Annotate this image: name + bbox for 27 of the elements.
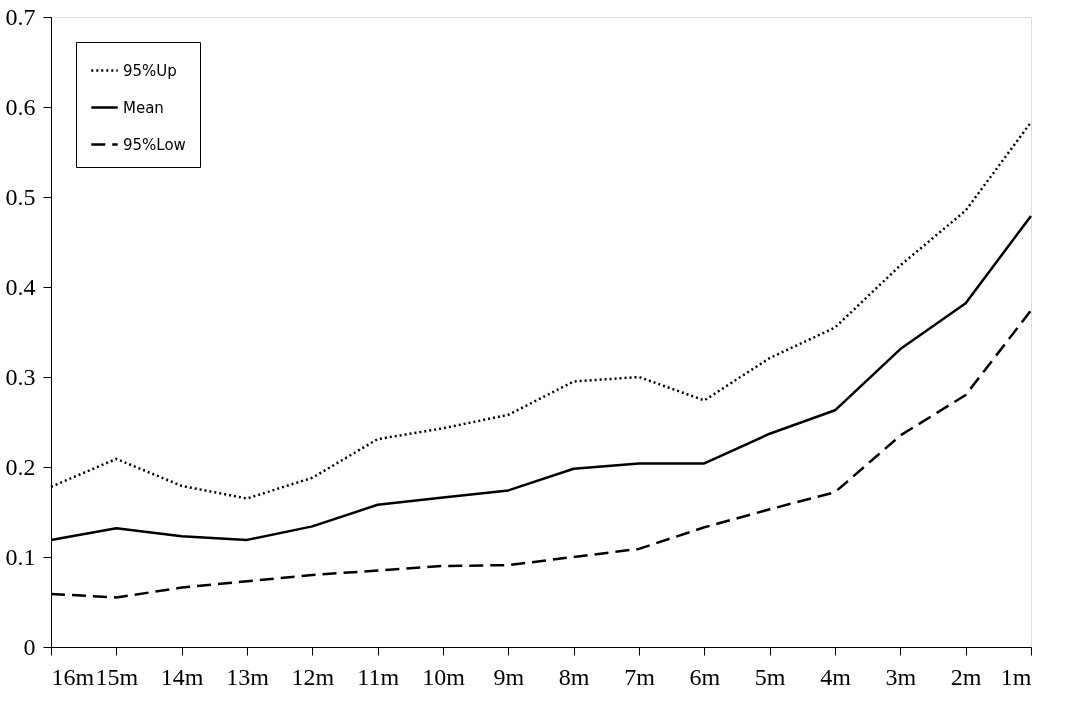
x-tick-label: 10m [422, 663, 466, 690]
x-tick-label: 5m [754, 663, 786, 690]
x-tick-label: 4m [820, 663, 852, 690]
y-tick-label: 0.3 [5, 363, 36, 390]
legend-label: Mean [123, 98, 164, 117]
x-tick-label: 12m [291, 663, 335, 690]
y-tick-label: 0.5 [5, 183, 36, 210]
x-tick-label: 9m [493, 663, 525, 690]
x-tick-label: 7m [624, 663, 656, 690]
x-tick-label: 8m [558, 663, 590, 690]
legend-label: 95%Up [123, 61, 177, 80]
x-tick-label: 15m [95, 663, 139, 690]
y-tick-label: 0 [23, 633, 36, 660]
y-tick-label: 0.1 [5, 543, 36, 570]
x-tick-label: 14m [160, 663, 204, 690]
x-tick-label: 13m [226, 663, 270, 690]
legend-label: 95%Low [123, 135, 186, 154]
x-tick-label: 6m [689, 663, 721, 690]
x-tick-label: 11m [357, 663, 400, 690]
y-tick-label: 0.4 [5, 273, 36, 300]
y-tick-label: 0.6 [5, 93, 36, 120]
x-tick-label: 1m [1000, 663, 1032, 690]
x-tick-label: 16m [51, 663, 95, 690]
y-tick-label: 0.2 [5, 453, 36, 480]
x-tick-label: 2m [950, 663, 982, 690]
y-tick-label: 0.7 [5, 3, 36, 30]
x-tick-label: 3m [885, 663, 917, 690]
